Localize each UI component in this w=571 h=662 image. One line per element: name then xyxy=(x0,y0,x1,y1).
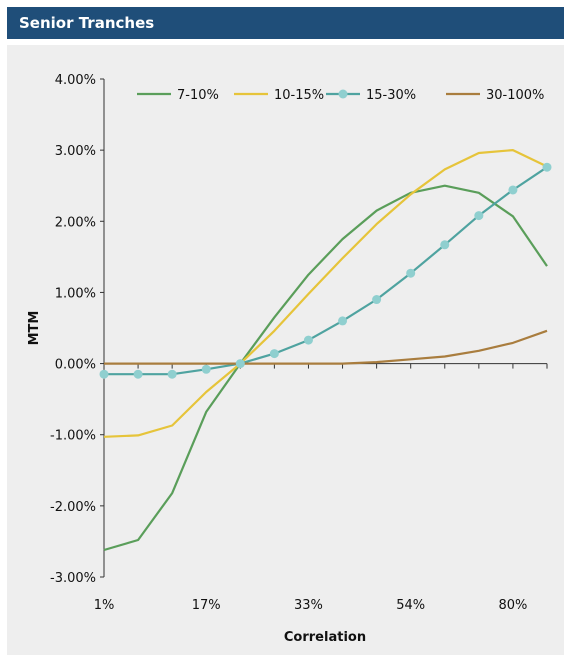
series-line-15-30% xyxy=(104,166,548,376)
series-point-15-30% xyxy=(372,295,382,305)
legend-label: 7-10% xyxy=(177,88,219,103)
series-point-15-30% xyxy=(338,316,348,326)
series-point-15-30% xyxy=(167,369,177,379)
series-point-15-30% xyxy=(542,162,552,172)
series-point-15-30% xyxy=(508,185,518,195)
series-point-15-30% xyxy=(303,335,313,345)
x-tick-label: 1% xyxy=(94,598,115,613)
series-point-15-30% xyxy=(269,349,279,359)
legend-label: 10-15% xyxy=(274,88,324,103)
series-line-30-100% xyxy=(104,329,548,365)
legend: 7-10% 10-15% 15-30% 30-100% xyxy=(137,88,544,103)
x-axis-title: Correlation xyxy=(284,630,366,645)
x-tick-label: 17% xyxy=(192,598,221,613)
series-point-15-30% xyxy=(235,359,245,369)
x-tick-label: 80% xyxy=(498,598,527,613)
legend-marker xyxy=(338,89,348,99)
series-lines xyxy=(99,149,552,552)
y-tick-label: -2.00% xyxy=(50,500,96,515)
y-tick-label: -1.00% xyxy=(50,429,96,444)
x-tick-label: 33% xyxy=(294,598,323,613)
series-point-15-30% xyxy=(133,369,143,379)
x-tick-label: 54% xyxy=(396,598,425,613)
y-tick-label: 3.00% xyxy=(55,144,96,159)
series-point-15-30% xyxy=(99,369,109,379)
series-line-7-10% xyxy=(103,184,548,552)
y-tick-label: 2.00% xyxy=(55,215,96,230)
chart-title: Senior Tranches xyxy=(7,7,564,39)
legend-label: 15-30% xyxy=(366,88,416,103)
series-line-10-15% xyxy=(103,149,548,438)
y-axis-title: MTM xyxy=(27,311,42,346)
series-point-15-30% xyxy=(406,268,416,278)
y-tick-label: -3.00% xyxy=(50,571,96,586)
y-tick-label: 1.00% xyxy=(55,286,96,301)
series-point-15-30% xyxy=(201,364,211,374)
series-point-15-30% xyxy=(474,211,484,221)
series-point-15-30% xyxy=(440,240,450,250)
y-tick-label: 4.00% xyxy=(55,73,96,88)
legend-label: 30-100% xyxy=(486,88,544,103)
y-tick-label: 0.00% xyxy=(55,358,96,373)
